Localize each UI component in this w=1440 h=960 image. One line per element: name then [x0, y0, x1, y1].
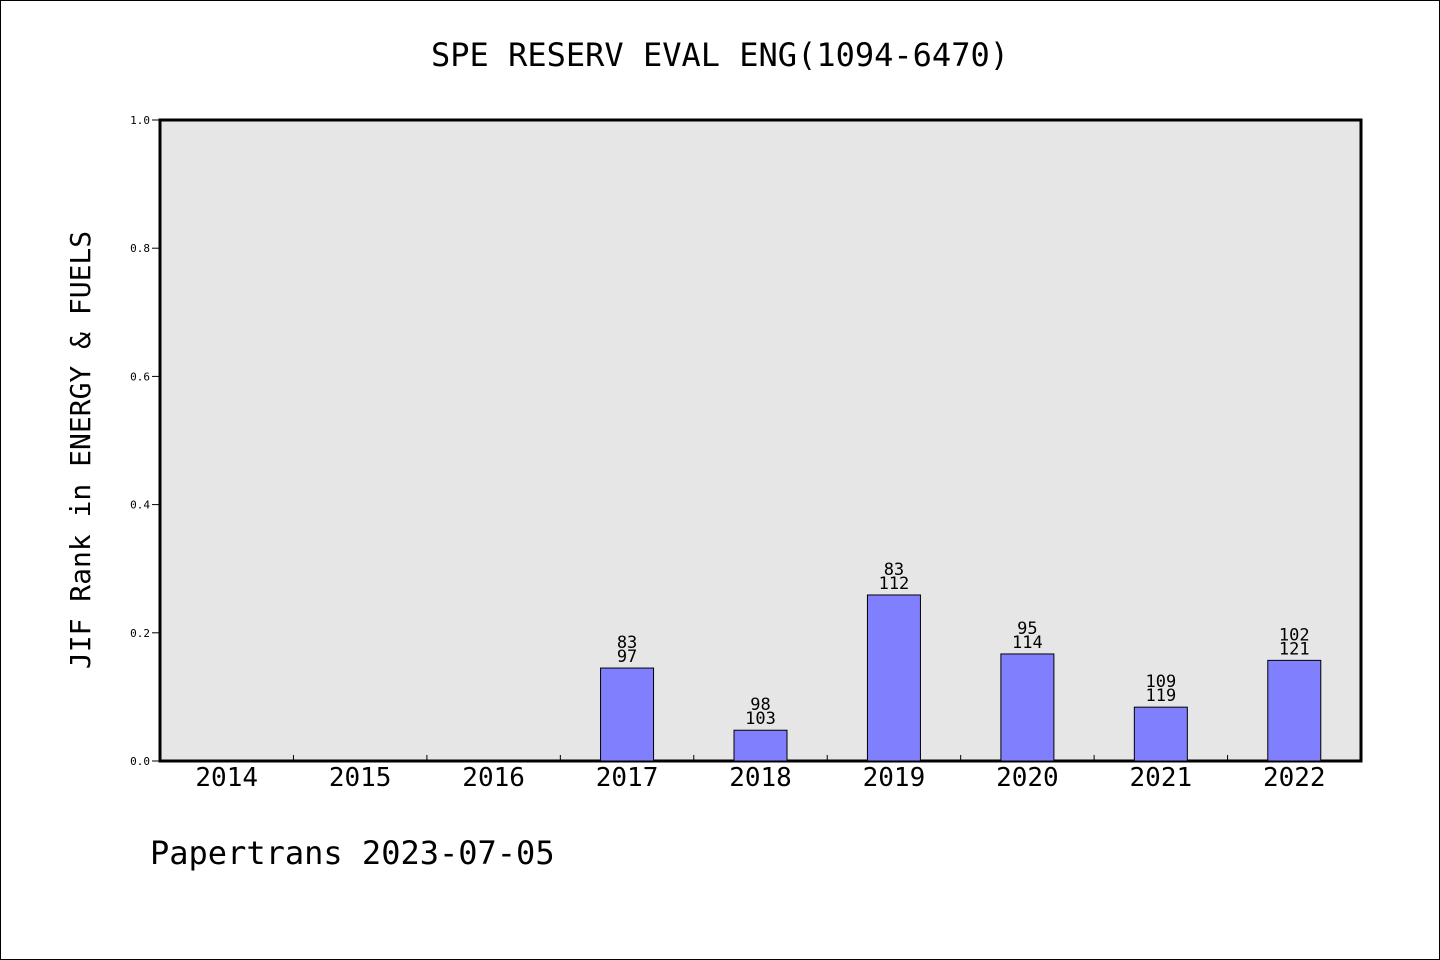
y-tick-label: 0.4: [130, 499, 150, 512]
x-tick-label: 2016: [462, 763, 525, 793]
bar-total-label: 103: [745, 709, 776, 729]
bar-2021: [1133, 706, 1188, 762]
plot-area: [158, 118, 1363, 763]
bar-total-label: 119: [1145, 686, 1176, 706]
bar-2017: [600, 667, 655, 762]
bar-rank-label: 95: [1017, 619, 1037, 639]
y-tick-label: 0.2: [130, 627, 150, 640]
x-tick-label: 2021: [1130, 763, 1193, 793]
bar-2020: [1000, 653, 1055, 762]
x-tick-label: 2019: [863, 763, 926, 793]
bar-total-label: 114: [1012, 633, 1043, 653]
x-axis-ticks: 2014 2015 2016 2017 2018 2019 2020 2021 2022: [195, 755, 1326, 793]
x-tick-label: 2022: [1263, 763, 1326, 793]
x-tick-label: 2014: [195, 763, 258, 793]
y-tick-label: 0.6: [130, 370, 150, 383]
y-tick-label: 0.0: [130, 755, 150, 768]
y-axis-ticks: 0.0 0.2 0.4 0.6 0.8 1.0: [130, 114, 160, 768]
bar-rank-label: 83: [617, 633, 637, 653]
x-tick-label: 2020: [996, 763, 1059, 793]
bars-group: [600, 594, 1322, 762]
y-tick-label: 0.8: [130, 242, 150, 255]
chart-title: SPE RESERV EVAL ENG(1094-6470): [431, 36, 1009, 74]
x-tick-label: 2015: [329, 763, 392, 793]
x-tick-label: 2018: [729, 763, 792, 793]
y-tick-label: 1.0: [130, 114, 150, 127]
bar-rank-label: 98: [750, 695, 770, 715]
footer-credit: Papertrans 2023-07-05: [150, 834, 555, 872]
bar-2018: [733, 729, 788, 762]
bar-2022: [1267, 659, 1322, 762]
bar-2019: [866, 594, 921, 762]
x-tick-label: 2017: [596, 763, 659, 793]
y-axis-label: JIF Rank in ENERGY & FUELS: [64, 231, 97, 669]
bar-rank-label: 102: [1279, 625, 1310, 645]
bar-total-label: 97: [617, 647, 637, 667]
bar-rank-label: 109: [1145, 672, 1176, 692]
bar-total-label: 121: [1279, 639, 1310, 659]
bar-total-label: 112: [879, 574, 910, 594]
bar-rank-label: 83: [884, 560, 904, 580]
